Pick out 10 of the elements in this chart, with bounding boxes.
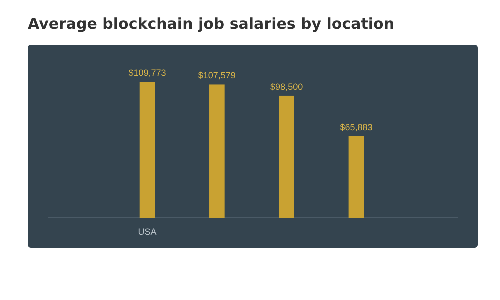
x-tick-label: USA xyxy=(138,227,157,237)
chart-title: Average blockchain job salaries by location xyxy=(28,15,395,33)
data-label: $109,773 xyxy=(128,68,166,78)
data-label: $65,883 xyxy=(340,122,373,132)
data-label: $98,500 xyxy=(270,82,304,92)
bar xyxy=(210,84,225,218)
bar xyxy=(279,96,294,218)
bar xyxy=(348,136,364,218)
data-label: $107,579 xyxy=(198,70,236,81)
bar xyxy=(140,82,156,218)
